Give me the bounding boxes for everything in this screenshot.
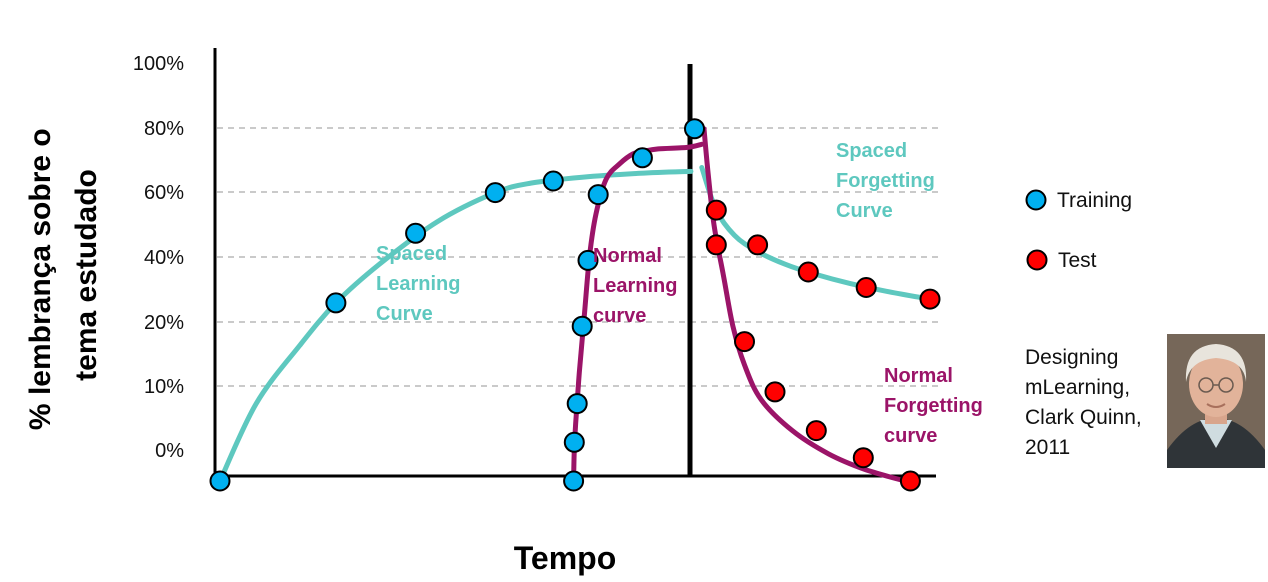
data-point-spaced-learning-curve <box>405 222 427 244</box>
data-point-normal-forgetting-curve <box>852 447 874 469</box>
data-point-spaced-forgetting-curve <box>705 199 727 221</box>
data-point-normal-learning-curve <box>587 184 609 206</box>
data-point-spaced-forgetting-curve <box>919 288 941 310</box>
legend-marker-test <box>1026 249 1048 271</box>
data-point-normal-learning-curve <box>631 147 653 169</box>
data-point-spaced-forgetting-curve <box>797 261 819 283</box>
y-axis-label-line-2: tema estudado <box>70 169 103 381</box>
data-point-spaced-learning-curve <box>209 470 231 492</box>
annotation-spaced-learning: Spaced Learning Curve <box>376 243 466 325</box>
y-tick-label: 20% <box>144 312 184 334</box>
legend: Training Test <box>1025 189 1132 272</box>
data-point-normal-learning-curve <box>563 431 585 453</box>
y-axis-label-line-1: % lembrança sobre o <box>24 128 57 430</box>
data-point-normal-forgetting-curve <box>734 331 755 353</box>
y-tick-label: 100% <box>133 53 184 75</box>
annotation-normal-forgetting: Normal Forgetting curve <box>884 365 988 447</box>
data-point-spaced-forgetting-curve <box>747 234 769 256</box>
credit-text: Designing mLearning, Clark Quinn, 2011 <box>1025 346 1148 459</box>
data-point-normal-learning-curve <box>563 470 585 492</box>
y-tick-label: 80% <box>144 118 184 140</box>
data-point-normal-learning-curve <box>571 315 593 337</box>
data-point-normal-learning-curve <box>684 118 705 140</box>
y-tick-label: 60% <box>144 182 184 204</box>
annotation-normal-learning: Normal Learning curve <box>593 245 683 327</box>
y-tick-label: 40% <box>144 247 184 269</box>
y-tick-label: 10% <box>144 376 184 398</box>
author-photo <box>1167 334 1265 468</box>
data-point-normal-forgetting-curve <box>899 470 921 492</box>
series-points <box>209 118 941 492</box>
annotation-spaced-forgetting: Spaced Forgetting Curve <box>836 140 940 222</box>
data-point-normal-learning-curve <box>577 249 599 271</box>
x-axis-label: Tempo <box>514 540 617 576</box>
y-tick-labels: 100% 80% 60% 40% 20% 10% 0% <box>133 53 184 462</box>
data-point-normal-forgetting-curve <box>764 381 786 403</box>
legend-label-test: Test <box>1058 249 1097 272</box>
grid-lines <box>217 127 938 387</box>
y-tick-label: 0% <box>155 440 184 462</box>
data-point-normal-learning-curve <box>566 393 588 415</box>
data-point-normal-forgetting-curve <box>805 420 827 442</box>
data-point-spaced-learning-curve <box>542 170 564 192</box>
y-axis-label: % lembrança sobre o tema estudado <box>24 120 103 430</box>
data-point-spaced-learning-curve <box>484 182 506 204</box>
series-line-spaced-learning-curve <box>217 168 694 484</box>
legend-label-training: Training <box>1057 189 1132 212</box>
data-point-spaced-forgetting-curve <box>855 277 877 298</box>
legend-marker-training <box>1025 189 1047 211</box>
data-point-spaced-learning-curve <box>325 292 347 314</box>
data-point-normal-forgetting-curve <box>705 234 727 256</box>
